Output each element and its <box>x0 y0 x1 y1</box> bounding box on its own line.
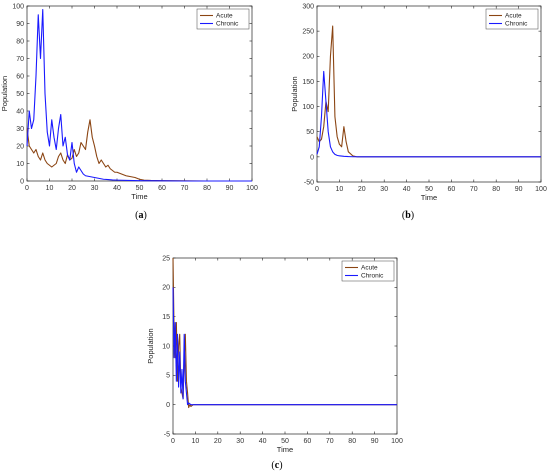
x-tick-label: 10 <box>46 185 54 192</box>
y-axis-label: Population <box>290 76 299 111</box>
x-tick-label: 90 <box>515 186 523 193</box>
series-line-chronic <box>172 287 397 406</box>
y-axis-label: Population <box>146 328 155 363</box>
y-tick-label: 10 <box>162 343 170 350</box>
y-tick-label: 10 <box>16 161 24 168</box>
y-tick-label: 150 <box>302 79 314 86</box>
y-tick-label: 70 <box>16 56 24 63</box>
plot-area <box>316 5 542 183</box>
legend-label-acute: Acute <box>361 265 378 272</box>
x-tick-label: 40 <box>403 186 411 193</box>
legend-label-acute: Acute <box>216 13 233 20</box>
legend-label-chronic: Chronic <box>361 273 384 280</box>
x-tick-label: 90 <box>226 185 234 192</box>
y-tick-label: 5 <box>166 373 170 380</box>
x-tick-label: 10 <box>336 186 344 193</box>
y-tick-label: 100 <box>302 104 314 111</box>
x-axis-label: Time <box>421 193 437 202</box>
x-tick-label: 60 <box>158 185 166 192</box>
y-tick-label: 90 <box>16 21 24 28</box>
series-line-chronic <box>316 70 541 158</box>
x-tick-label: 60 <box>304 438 312 445</box>
x-tick-label: 30 <box>380 186 388 193</box>
y-tick-label: 20 <box>162 285 170 292</box>
legend-label-chronic: Chronic <box>216 21 239 28</box>
x-tick-label: 100 <box>246 185 258 192</box>
x-tick-label: 10 <box>192 438 200 445</box>
y-tick-label: 60 <box>16 73 24 80</box>
x-tick-label: 20 <box>358 186 366 193</box>
y-tick-label: 30 <box>16 126 24 133</box>
x-tick-label: 30 <box>236 438 244 445</box>
y-tick-label: 25 <box>162 255 170 262</box>
panel-caption: (a) <box>135 210 147 221</box>
x-tick-label: 20 <box>214 438 222 445</box>
y-tick-label: 250 <box>302 29 314 36</box>
y-tick-label: 300 <box>302 3 314 10</box>
panel-c: 0 10 20 30 40 50 60 70 80 90 100-50510152025TimePo… <box>146 255 403 471</box>
y-tick-label: -5 <box>164 431 170 438</box>
x-tick-label: 40 <box>113 185 121 192</box>
x-tick-label: 70 <box>181 185 189 192</box>
x-tick-label: 70 <box>470 186 478 193</box>
panel-b: 0 10 20 30 40 50 60 70 80 90 100-50050100150200250… <box>290 3 547 221</box>
x-tick-label: 80 <box>203 185 211 192</box>
y-tick-label: 200 <box>302 54 314 61</box>
y-tick-label: 0 <box>166 402 170 409</box>
x-tick-label: 70 <box>326 438 334 445</box>
x-tick-label: 50 <box>136 185 144 192</box>
x-tick-label: 60 <box>448 186 456 193</box>
x-tick-label: 100 <box>535 186 547 193</box>
x-tick-label: 80 <box>348 438 356 445</box>
x-axis-label: Time <box>277 445 293 454</box>
y-axis-label: Population <box>0 76 9 111</box>
x-tick-label: 80 <box>492 186 500 193</box>
x-axis-label: Time <box>131 192 147 201</box>
panel-caption: (c) <box>271 460 282 471</box>
plot-area <box>172 257 398 435</box>
series-line-chronic <box>26 8 252 182</box>
y-tick-label: 0 <box>20 178 24 185</box>
y-tick-label: 80 <box>16 38 24 45</box>
x-tick-label: 0 <box>171 438 175 445</box>
legend-label-acute: Acute <box>505 13 522 20</box>
panel-caption: (b) <box>402 210 414 221</box>
y-tick-label: 100 <box>12 3 24 10</box>
x-tick-label: 40 <box>259 438 267 445</box>
x-tick-label: 30 <box>91 185 99 192</box>
y-tick-label: -50 <box>304 179 314 186</box>
y-tick-label: 50 <box>306 129 314 136</box>
series-line-acute <box>26 119 252 182</box>
x-tick-label: 100 <box>391 438 403 445</box>
x-tick-label: 0 <box>315 186 319 193</box>
y-tick-label: 15 <box>162 314 170 321</box>
y-tick-label: 40 <box>16 108 24 115</box>
y-tick-label: 0 <box>310 154 314 161</box>
series-line-acute <box>316 25 541 158</box>
x-tick-label: 50 <box>281 438 289 445</box>
x-tick-label: 50 <box>425 186 433 193</box>
legend-label-chronic: Chronic <box>505 21 528 28</box>
y-tick-label: 20 <box>16 143 24 150</box>
panel-a: 0 10 20 30 40 50 60 70 80 90 100 0 10 20 30 40 50 60 70 80 9… <box>0 3 258 221</box>
x-tick-label: 0 <box>25 185 29 192</box>
x-tick-label: 90 <box>371 438 379 445</box>
y-tick-label: 50 <box>16 91 24 98</box>
x-tick-label: 20 <box>68 185 76 192</box>
